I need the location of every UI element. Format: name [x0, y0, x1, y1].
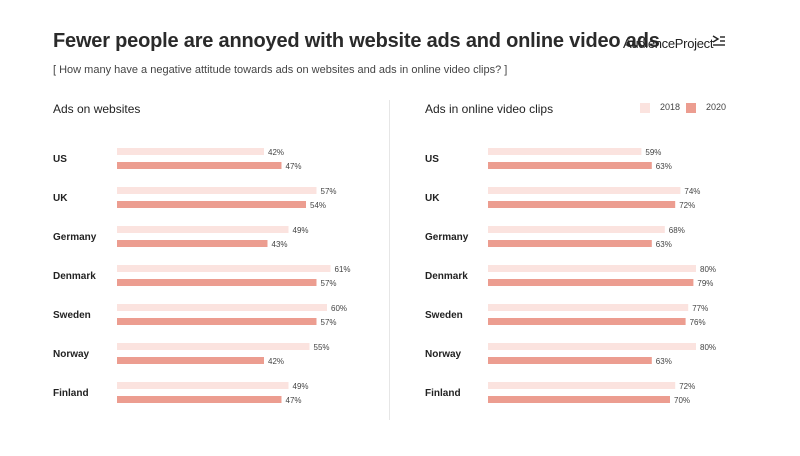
- panel-1-bar-2018: [117, 343, 310, 350]
- panel-1-bar-2020: [117, 396, 282, 403]
- brand-logo-text: AudienceProject: [623, 36, 714, 51]
- panel-1-bar-2020: [117, 357, 264, 364]
- panel-2-category-label: Germany: [425, 232, 469, 243]
- legend-swatch-2020: [686, 103, 696, 113]
- panel-2-category-label: Norway: [425, 349, 462, 360]
- panel-2-bar-2020: [488, 396, 670, 403]
- panel-2-data-label: 63%: [656, 240, 672, 249]
- panel-1-data-label: 57%: [321, 187, 337, 196]
- panel-1-bar-2018: [117, 382, 289, 389]
- panel-1-data-label: 47%: [286, 162, 302, 171]
- panel-1-bar-2018: [117, 187, 317, 194]
- panel-2-data-label: 63%: [656, 357, 672, 366]
- panel-2-data-label: 59%: [645, 148, 661, 157]
- panel-1-category-label: Germany: [53, 232, 97, 243]
- panel-1-bar-2020: [117, 279, 317, 286]
- panel-1-category-label: UK: [53, 193, 68, 204]
- panel-1-data-label: 43%: [272, 240, 288, 249]
- panel-2-data-label: 80%: [700, 343, 716, 352]
- panel-2-category-label: Finland: [425, 388, 461, 399]
- panel-1-bar-2018: [117, 226, 289, 233]
- panel-1-title: Ads on websites: [53, 102, 140, 116]
- panel-2-data-label: 80%: [700, 265, 716, 274]
- panel-2-category-label: UK: [425, 193, 440, 204]
- panel-1-data-label: 42%: [268, 357, 284, 366]
- legend: 2018 2020: [640, 102, 740, 116]
- panel-1-data-label: 49%: [293, 382, 309, 391]
- panel-2-data-label: 72%: [679, 201, 695, 210]
- panel-1-category-label: Norway: [53, 349, 90, 360]
- panel-2-category-label: Sweden: [425, 310, 463, 321]
- panel-1-category-label: Finland: [53, 388, 89, 399]
- panel-1-data-label: 61%: [335, 265, 351, 274]
- panel-1-bar-2020: [117, 162, 282, 169]
- panel-1-data-label: 49%: [293, 226, 309, 235]
- panel-1-category-label: Denmark: [53, 271, 96, 282]
- panel-1-bar-2020: [117, 318, 317, 325]
- panel-2-bar-2020: [488, 279, 694, 286]
- panel-1-data-label: 42%: [268, 148, 284, 157]
- panel-1-bar-2020: [117, 201, 306, 208]
- panel-2-category-label: Denmark: [425, 271, 468, 282]
- brand-mark-icon: [712, 35, 725, 46]
- legend-swatch-2018: [640, 103, 650, 113]
- panel-divider: [389, 100, 390, 420]
- chart-title: Fewer people are annoyed with website ad…: [53, 30, 660, 52]
- panel-2-bar-2018: [488, 304, 689, 311]
- panel-2-bar-2020: [488, 162, 652, 169]
- panel-2-data-label: 76%: [690, 318, 706, 327]
- panel-2-data-label: 79%: [697, 279, 713, 288]
- panel-1-category-label: Sweden: [53, 310, 91, 321]
- panel-1-data-label: 54%: [310, 201, 326, 210]
- panel-2-bar-2018: [488, 343, 696, 350]
- panel-2-bar-2018: [488, 187, 681, 194]
- legend-label-2020: 2020: [706, 102, 727, 112]
- panel-1-data-label: 57%: [321, 279, 337, 288]
- panel-2-bar-2018: [488, 226, 665, 233]
- panel-2-data-label: 70%: [674, 396, 690, 405]
- panel-1-bar-2018: [117, 265, 331, 272]
- panel-1-data-label: 55%: [314, 343, 330, 352]
- panel-1-bar-2018: [117, 148, 264, 155]
- panel-2-data-label: 74%: [684, 187, 700, 196]
- panel-1-category-label: US: [53, 154, 67, 165]
- panel-1-data-label: 47%: [286, 396, 302, 405]
- panel-2-data-label: 63%: [656, 162, 672, 171]
- panel-1-data-label: 60%: [331, 304, 347, 313]
- panel-2-bar-2018: [488, 148, 642, 155]
- panel-2-bar-2020: [488, 201, 676, 208]
- panel-2-bar-2020: [488, 318, 686, 325]
- panel-2-data-label: 68%: [669, 226, 685, 235]
- panel-1-bar-2020: [117, 240, 268, 247]
- panel-2-bar-2020: [488, 240, 652, 247]
- panel-2-title: Ads in online video clips: [425, 102, 553, 116]
- panel-2-bar-2020: [488, 357, 652, 364]
- panel-2-bar-2018: [488, 265, 696, 272]
- panel-1-data-label: 57%: [321, 318, 337, 327]
- legend-label-2018: 2018: [660, 102, 681, 112]
- panel-1-bar-2018: [117, 304, 327, 311]
- panel-2-data-label: 77%: [692, 304, 708, 313]
- chart-subtitle: [ How many have a negative attitude towa…: [53, 64, 508, 76]
- panel-2-bar-2018: [488, 382, 676, 389]
- panel-2-category-label: US: [425, 154, 439, 165]
- panel-2-data-label: 72%: [679, 382, 695, 391]
